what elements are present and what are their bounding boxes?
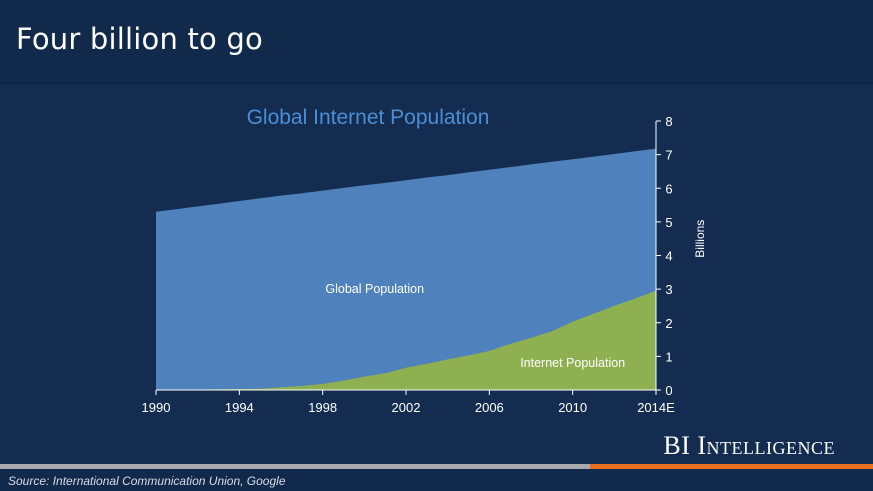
y-tick-label: 4: [665, 249, 672, 264]
chart-areas: [156, 148, 656, 390]
header-band: Four billion to go: [0, 0, 873, 84]
y-tick-label: 2: [665, 316, 672, 331]
series-label-internet-population: Internet Population: [520, 356, 625, 370]
y-tick-label: 1: [665, 349, 672, 364]
chart-axes: 1990 1994 1998 2002 2006 2010 2014E 0 1 2 3 4 5 6 7 8: [142, 114, 676, 415]
x-tick-label: 2006: [475, 400, 504, 415]
page-title: Four billion to go: [16, 22, 263, 56]
area-internet-population: [156, 290, 656, 390]
source-note: Source: International Communication Unio…: [8, 474, 286, 488]
y-tick-label: 8: [665, 114, 672, 129]
main-panel: Global Internet Population 1990 1994 1998 2…: [0, 84, 873, 464]
x-tick-label: 2014E: [637, 400, 675, 415]
y-axis-label: Billions: [693, 220, 707, 258]
x-tick-label: 1998: [308, 400, 337, 415]
x-tick-label: 1990: [142, 400, 171, 415]
x-tick-label: 2002: [392, 400, 421, 415]
brand-logo: BI Intelligence: [663, 431, 835, 460]
footer-bar-gray: [0, 464, 590, 469]
x-tick-label: 1994: [225, 400, 254, 415]
area-global-population: [156, 148, 656, 390]
area-chart: Global Internet Population 1990 1994 1998 2…: [142, 106, 707, 415]
y-tick-label: 7: [665, 148, 672, 163]
x-tick-label: 2010: [558, 400, 587, 415]
footer-bar-orange: [590, 464, 873, 469]
y-tick-label: 0: [665, 383, 672, 398]
y-tick-label: 3: [665, 282, 672, 297]
chart-title: Global Internet Population: [247, 106, 490, 129]
y-tick-label: 6: [665, 181, 672, 196]
y-tick-label: 5: [665, 215, 672, 230]
series-label-global-population: Global Population: [325, 282, 424, 296]
